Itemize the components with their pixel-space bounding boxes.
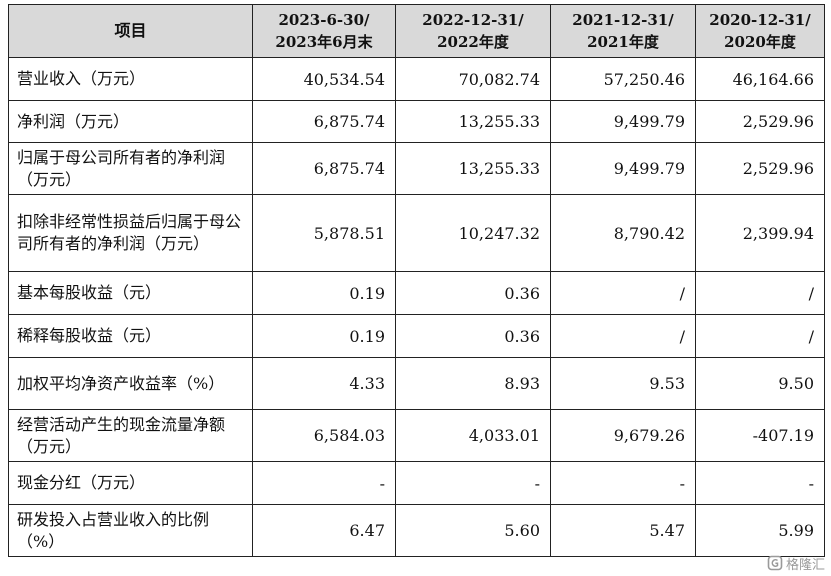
cell-value: 6.47: [252, 504, 396, 557]
cell-value: 2,529.96: [695, 142, 825, 195]
cell-value: 0.19: [252, 314, 396, 358]
header-date: 2023-6-30/: [278, 11, 370, 29]
table-row: 营业收入（万元） 40,534.54 70,082.74 57,250.46 4…: [8, 57, 825, 101]
cell-value: 4.33: [252, 357, 396, 410]
table-row: 基本每股收益（元） 0.19 0.36 / /: [8, 271, 825, 315]
table-row: 稀释每股收益（元） 0.19 0.36 / /: [8, 314, 825, 358]
cell-value: /: [695, 271, 825, 315]
header-row: 项目 2023-6-30/ 2023年6月末 2022-12-31/ 2022年…: [8, 4, 825, 58]
row-label: 基本每股收益（元）: [8, 271, 253, 315]
row-label: 加权平均净资产收益率（%）: [8, 357, 253, 410]
cell-value: 70,082.74: [395, 57, 551, 101]
header-period: 2023年6月末: [275, 33, 373, 51]
header-period: 2021年度: [587, 33, 659, 51]
cell-value: 6,584.03: [252, 409, 396, 462]
cell-value: 46,164.66: [695, 57, 825, 101]
cell-value: 57,250.46: [550, 57, 696, 101]
financial-summary-table: 项目 2023-6-30/ 2023年6月末 2022-12-31/ 2022年…: [8, 4, 825, 557]
cell-value: 9,499.79: [550, 142, 696, 195]
cell-value: 2,399.94: [695, 194, 825, 272]
row-label: 稀释每股收益（元）: [8, 314, 253, 358]
cell-value: 2,529.96: [695, 100, 825, 143]
watermark-text: 格隆汇: [785, 557, 825, 573]
header-date: 2022-12-31/: [422, 11, 524, 29]
table-row: 净利润（万元） 6,875.74 13,255.33 9,499.79 2,52…: [8, 100, 825, 143]
table-row: 现金分红（万元） - - - -: [8, 461, 825, 505]
table-row: 经营活动产生的现金流量净额（万元） 6,584.03 4,033.01 9,67…: [8, 409, 825, 462]
cell-value: /: [550, 314, 696, 358]
cell-value: -: [695, 461, 825, 505]
cell-value: 13,255.33: [395, 100, 551, 143]
row-label: 研发投入占营业收入的比例（%）: [8, 504, 253, 557]
cell-value: 9.50: [695, 357, 825, 410]
table-row: 扣除非经常性损益后归属于母公司所有者的净利润（万元） 5,878.51 10,2…: [8, 194, 825, 272]
cell-value: 6,875.74: [252, 100, 396, 143]
table-row: 归属于母公司所有者的净利润（万元） 6,875.74 13,255.33 9,4…: [8, 142, 825, 195]
cell-value: 0.36: [395, 271, 551, 315]
header-date: 2021-12-31/: [572, 11, 674, 29]
row-label: 归属于母公司所有者的净利润（万元）: [8, 142, 253, 195]
header-item-label: 项目: [114, 21, 147, 40]
header-2021: 2021-12-31/ 2021年度: [550, 4, 696, 58]
row-label: 扣除非经常性损益后归属于母公司所有者的净利润（万元）: [8, 194, 253, 272]
cell-value: 5.99: [695, 504, 825, 557]
cell-value: -: [395, 461, 551, 505]
cell-value: 0.36: [395, 314, 551, 358]
table-row: 加权平均净资产收益率（%） 4.33 8.93 9.53 9.50: [8, 357, 825, 410]
row-label: 经营活动产生的现金流量净额（万元）: [8, 409, 253, 462]
table-row: 研发投入占营业收入的比例（%） 6.47 5.60 5.47 5.99: [8, 504, 825, 557]
row-label: 现金分红（万元）: [8, 461, 253, 505]
cell-value: 5.47: [550, 504, 696, 557]
row-label: 净利润（万元）: [8, 100, 253, 143]
cell-value: 9,679.26: [550, 409, 696, 462]
cell-value: 4,033.01: [395, 409, 551, 462]
header-date: 2020-12-31/: [709, 11, 811, 29]
cell-value: /: [695, 314, 825, 358]
header-item: 项目: [8, 4, 253, 58]
header-period: 2020年度: [724, 33, 796, 51]
header-period: 2022年度: [437, 33, 509, 51]
header-2023-h1: 2023-6-30/ 2023年6月末: [252, 4, 396, 58]
gelonghui-logo-icon: [767, 555, 783, 571]
cell-value: 0.19: [252, 271, 396, 315]
cell-value: -407.19: [695, 409, 825, 462]
cell-value: 5.60: [395, 504, 551, 557]
cell-value: /: [550, 271, 696, 315]
header-2020: 2020-12-31/ 2020年度: [695, 4, 825, 58]
cell-value: -: [550, 461, 696, 505]
cell-value: 9,499.79: [550, 100, 696, 143]
cell-value: 8.93: [395, 357, 551, 410]
cell-value: 5,878.51: [252, 194, 396, 272]
row-label: 营业收入（万元）: [8, 57, 253, 101]
cell-value: 13,255.33: [395, 142, 551, 195]
cell-value: 9.53: [550, 357, 696, 410]
cell-value: 8,790.42: [550, 194, 696, 272]
cell-value: -: [252, 461, 396, 505]
cell-value: 40,534.54: [252, 57, 396, 101]
cell-value: 10,247.32: [395, 194, 551, 272]
watermark: 格隆汇: [767, 554, 825, 573]
header-2022: 2022-12-31/ 2022年度: [395, 4, 551, 58]
cell-value: 6,875.74: [252, 142, 396, 195]
